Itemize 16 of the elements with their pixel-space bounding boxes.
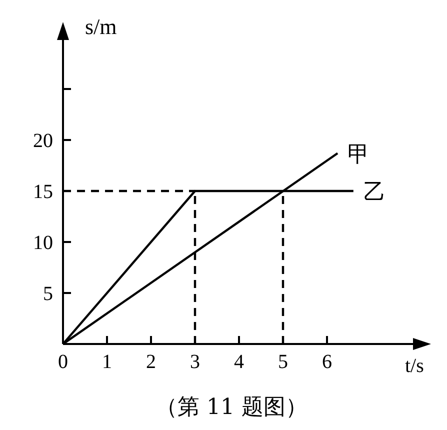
x-tick-label: 3 bbox=[190, 351, 200, 373]
x-tick-label: 5 bbox=[278, 351, 288, 373]
y-tick-label: 10 bbox=[33, 232, 53, 254]
x-tick-label: 0 bbox=[58, 351, 68, 373]
y-tick-label: 5 bbox=[43, 283, 53, 305]
series-label: 乙 bbox=[363, 179, 386, 204]
series-label: 甲 bbox=[348, 141, 370, 166]
y-axis-title: s/m bbox=[85, 14, 117, 39]
x-tick-label: 4 bbox=[234, 351, 244, 373]
x-tick-label: 6 bbox=[322, 351, 332, 373]
x-tick-label: 2 bbox=[146, 351, 156, 373]
y-tick-label: 20 bbox=[33, 130, 53, 152]
y-tick-label: 15 bbox=[33, 181, 53, 203]
x-axis-title: t/s bbox=[405, 355, 424, 377]
x-tick-label: 1 bbox=[102, 351, 112, 373]
text: （第 11 题图） bbox=[154, 394, 308, 422]
